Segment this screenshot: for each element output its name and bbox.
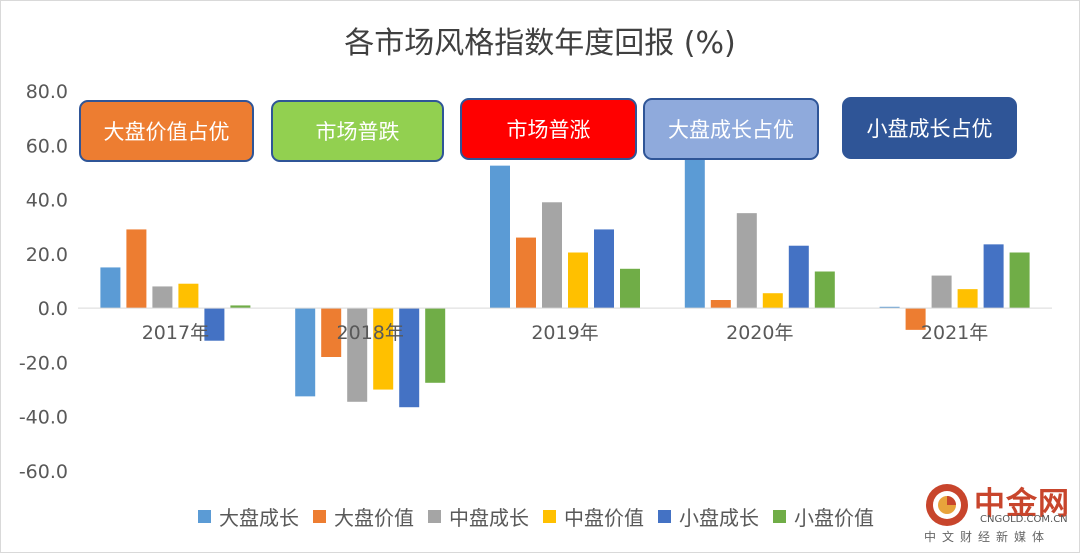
legend-item-1: 大盘价值: [313, 502, 414, 531]
legend-label-5: 小盘价值: [794, 506, 874, 530]
callout-2019: 市场普涨: [460, 98, 637, 160]
legend-swatch-0: [198, 510, 211, 523]
bar-0-3: [684, 156, 705, 309]
y-tick-label-6: -40.0: [19, 407, 68, 429]
legend-swatch-2: [428, 510, 441, 523]
legend-item-2: 中盘成长: [428, 502, 529, 531]
bar-5-3: [814, 271, 835, 309]
callout-2021: 小盘成长占优: [842, 97, 1017, 159]
bar-0-0: [100, 267, 121, 309]
bar-5-1: [425, 308, 446, 383]
bar-2-2: [542, 202, 562, 309]
bar-1-1: [321, 308, 342, 357]
x-tick-label-1: 2018年: [337, 322, 404, 344]
callout-2017-label: 大盘价值占优: [103, 120, 230, 144]
watermark: 中金网 CNGOLD.COM.CN 中文财经新媒体: [924, 478, 1074, 548]
y-tick-label-4: 0.0: [38, 298, 68, 320]
bar-4-1: [399, 308, 420, 408]
legend-swatch-4: [658, 510, 671, 523]
bar-4-0: [204, 308, 225, 341]
bar-1-4: [905, 308, 926, 330]
cngold-logo-icon: [926, 484, 968, 526]
x-tick-label-0: 2017年: [142, 322, 209, 344]
bar-4-3: [788, 245, 809, 309]
callout-2018: 市场普跌: [271, 100, 444, 162]
legend-swatch-1: [313, 510, 326, 523]
bar-3-2: [568, 252, 588, 309]
bar-5-4: [1009, 252, 1030, 309]
y-tick-label-7: -60.0: [19, 461, 68, 483]
legend-swatch-3: [543, 510, 556, 523]
watermark-url: CNGOLD.COM.CN: [980, 514, 1068, 525]
bar-3-1: [373, 308, 394, 390]
legend-label-1: 大盘价值: [334, 506, 414, 530]
bar-3-3: [762, 293, 783, 309]
callout-2017: 大盘价值占优: [79, 100, 254, 162]
watermark-subtitle: 中文财经新媒体: [924, 530, 1051, 544]
chart-title: 各市场风格指数年度回报 (%): [344, 26, 736, 61]
bar-3-4: [957, 289, 978, 309]
y-tick-label-3: 20.0: [26, 244, 68, 266]
legend-swatch-5: [773, 510, 786, 523]
callout-2020-label: 大盘成长占优: [668, 118, 794, 142]
legend-item-4: 小盘成长: [658, 502, 759, 531]
callout-2018-label: 市场普跌: [315, 120, 400, 144]
bar-1-3: [710, 300, 731, 309]
legend-item-3: 中盘价值: [543, 502, 644, 531]
legend-item-5: 小盘价值: [773, 502, 874, 531]
bar-0-1: [295, 308, 316, 397]
chart-legend: 大盘成长 大盘价值 中盘成长 中盘价值 小盘成长 小盘价值: [198, 502, 888, 531]
bar-2-3: [736, 213, 757, 309]
y-tick-label-0: 80.0: [26, 81, 68, 103]
x-tick-label-4: 2021年: [921, 322, 988, 344]
y-tick-label-2: 40.0: [26, 190, 68, 212]
callout-2021-label: 小盘成长占优: [866, 117, 993, 141]
y-tick-label-5: -20.0: [19, 352, 68, 374]
bar-5-0: [230, 305, 251, 309]
bar-5-2: [620, 268, 640, 309]
bar-2-0: [152, 286, 173, 309]
bar-1-2: [516, 237, 536, 309]
callout-2020: 大盘成长占优: [643, 98, 819, 160]
bar-2-4: [931, 275, 952, 309]
legend-item-0: 大盘成长: [198, 502, 299, 531]
x-tick-label-3: 2020年: [726, 322, 793, 344]
legend-label-4: 小盘成长: [679, 506, 759, 530]
bar-4-4: [983, 244, 1004, 309]
bar-1-0: [126, 229, 147, 309]
bar-2-1: [347, 308, 368, 402]
x-tick-label-2: 2019年: [531, 322, 598, 344]
bar-0-4: [879, 306, 900, 309]
bar-0-2: [490, 165, 510, 309]
bar-4-2: [594, 229, 614, 309]
callout-2019-label: 市场普涨: [506, 118, 591, 142]
legend-label-2: 中盘成长: [449, 506, 529, 530]
legend-label-0: 大盘成长: [219, 506, 299, 530]
watermark-name: 中金网: [974, 486, 1070, 522]
y-tick-label-1: 60.0: [26, 135, 68, 157]
legend-label-3: 中盘价值: [564, 506, 644, 530]
bar-3-0: [178, 283, 199, 309]
